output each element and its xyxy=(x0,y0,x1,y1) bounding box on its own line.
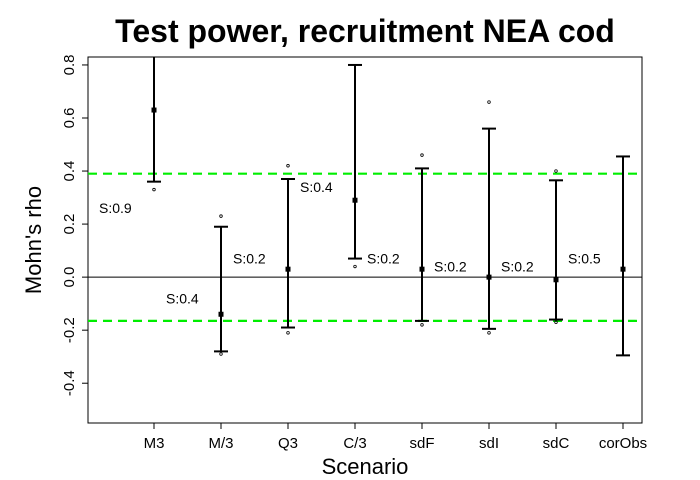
x-tick-label: C/3 xyxy=(343,435,366,452)
chart-title: Test power, recruitment NEA cod xyxy=(115,13,615,49)
estimate-point xyxy=(620,266,626,272)
extreme-point xyxy=(152,187,156,192)
extreme-point xyxy=(487,331,491,335)
extreme-point xyxy=(286,331,290,335)
y-tick-label: 0.8 xyxy=(61,55,78,76)
y-tick-label: 0.2 xyxy=(61,214,78,235)
extreme-point xyxy=(219,352,223,356)
s-label: S:0.2 xyxy=(501,259,534,275)
y-axis-label: Mohn's rho xyxy=(21,186,46,294)
y-tick-label: -0.4 xyxy=(61,370,78,396)
estimate-point xyxy=(486,274,492,280)
extreme-point xyxy=(286,164,290,168)
s-label: S:0.4 xyxy=(300,179,333,195)
y-tick-label: 0.6 xyxy=(61,108,78,129)
x-tick-label: M/3 xyxy=(208,435,233,452)
extreme-point xyxy=(554,169,558,173)
x-tick-label: M3 xyxy=(144,435,165,452)
y-tick-label: 0.0 xyxy=(61,267,78,288)
s-label: S:0.5 xyxy=(568,251,601,267)
estimate-point xyxy=(218,311,224,317)
extreme-point xyxy=(554,320,558,324)
plot-frame xyxy=(87,56,643,424)
estimate-point xyxy=(352,197,358,203)
y-tick-label: -0.2 xyxy=(61,317,78,343)
x-axis-label: Scenario xyxy=(322,454,409,479)
s-label: S:0.2 xyxy=(434,259,467,275)
y-tick-label: 0.4 xyxy=(61,161,78,182)
extreme-point xyxy=(219,214,223,218)
extreme-point xyxy=(420,323,424,327)
estimate-point xyxy=(285,266,291,272)
extreme-point xyxy=(353,264,357,269)
x-tick-label: sdF xyxy=(409,435,434,452)
x-tick-label: Q3 xyxy=(278,435,298,452)
x-tick-label: corObs xyxy=(599,435,647,452)
x-tick-label: sdC xyxy=(543,435,570,452)
extreme-point xyxy=(420,153,424,157)
x-tick-label: sdI xyxy=(479,435,499,452)
estimate-point xyxy=(553,277,559,283)
s-label: S:0.9 xyxy=(99,200,132,216)
s-label: S:0.2 xyxy=(367,251,400,267)
s-label: S:0.4 xyxy=(166,290,199,306)
s-label: S:0.2 xyxy=(233,251,266,267)
extreme-point xyxy=(487,100,491,104)
estimate-point xyxy=(419,266,425,272)
estimate-point xyxy=(151,107,157,113)
